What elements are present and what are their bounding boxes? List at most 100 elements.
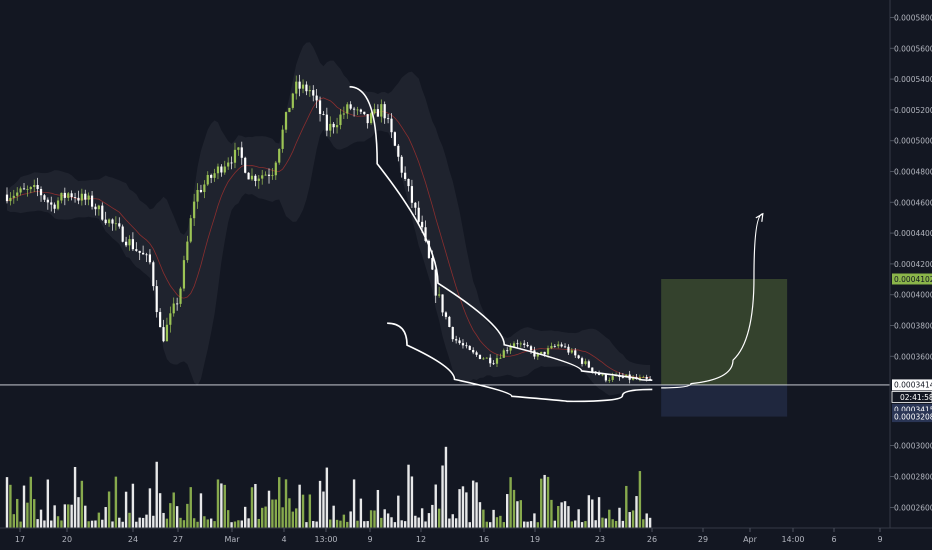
volume-bar	[560, 502, 563, 528]
volume-bar	[523, 521, 526, 528]
candle	[421, 221, 424, 228]
candle	[591, 367, 594, 372]
volume-bar	[33, 499, 36, 528]
candle	[502, 350, 505, 358]
candle	[97, 205, 100, 210]
volume-bar	[492, 509, 495, 528]
candle	[43, 195, 46, 200]
price-axis[interactable]: 0.00058000 0.00056000 0.00054000 0.00052000…	[889, 0, 932, 528]
candle	[400, 156, 403, 173]
volume-bar	[642, 519, 645, 528]
volume-bar	[172, 492, 175, 528]
volume-bar	[192, 518, 196, 528]
candle	[489, 357, 492, 364]
time-axis[interactable]: 17 20 24 27 Mar 4 13:00 9 12 16 19 23 26 29 Apr 14:00 6 9	[0, 527, 932, 544]
candle	[182, 260, 186, 289]
volume-bar	[380, 517, 383, 528]
volume-axis: 0.00030000 0.00028000 0.00026000	[890, 442, 932, 513]
candle	[223, 166, 226, 173]
candle	[352, 108, 356, 110]
volume-bar	[570, 521, 574, 528]
price-tags: 0.00041020 0.00034142 02:41:58 0.0003415…	[891, 273, 932, 423]
volume-bar	[342, 514, 346, 528]
volume-bar	[543, 474, 546, 528]
volume-bar	[628, 512, 631, 528]
volume-bar	[621, 520, 625, 528]
volume-bar	[638, 471, 642, 528]
volume-bar	[84, 505, 87, 528]
volume-bar	[267, 490, 271, 528]
candle	[210, 174, 213, 178]
candle	[220, 166, 223, 173]
candle	[94, 206, 97, 210]
candle	[22, 188, 26, 190]
candle	[318, 100, 322, 114]
price-tick-label: 0.00048000	[894, 168, 932, 177]
candle	[26, 189, 29, 190]
bollinger-band	[7, 42, 651, 396]
candle	[33, 184, 36, 188]
time-tick-label: 12	[416, 535, 426, 544]
volume-bar	[295, 508, 298, 528]
volume-bar	[138, 517, 141, 528]
breakout-arrow	[661, 213, 764, 389]
candle	[485, 357, 488, 359]
time-tick-label: 27	[173, 535, 183, 544]
candle	[529, 346, 533, 351]
volume-bar	[478, 502, 482, 528]
time-tick-label: 9	[877, 535, 882, 544]
countdown-tag	[891, 391, 932, 403]
candle	[356, 109, 359, 111]
volume-bar	[499, 515, 502, 528]
candle	[39, 189, 43, 196]
volume-bar	[114, 476, 118, 528]
candle	[67, 193, 70, 198]
candle	[124, 241, 128, 246]
price-tick-label: 0.00046000	[894, 198, 932, 207]
candle	[216, 166, 220, 174]
volume-bar	[43, 520, 46, 528]
time-tick-label: 14:00	[781, 535, 804, 544]
volume-bar	[373, 510, 376, 528]
candle	[278, 148, 281, 163]
candle	[104, 219, 107, 224]
volume-bar	[471, 480, 475, 528]
candle	[601, 374, 604, 376]
candle	[281, 129, 284, 149]
volume-bar	[271, 499, 274, 528]
volume-bar	[648, 517, 652, 528]
candle	[16, 192, 19, 196]
volume-bar	[12, 514, 16, 528]
candle	[376, 109, 379, 117]
volume-bar	[591, 499, 594, 528]
volume-bar	[250, 487, 254, 528]
plot-area[interactable]	[0, 42, 890, 528]
candle	[349, 104, 352, 109]
volume-bar	[625, 485, 628, 528]
candle	[431, 257, 434, 270]
candle	[492, 363, 495, 365]
volume-bar	[400, 520, 403, 528]
candle	[87, 195, 90, 200]
candle	[373, 109, 376, 114]
candle	[642, 376, 645, 378]
last-price-label: 0.00034142	[894, 381, 932, 390]
candle	[580, 358, 584, 364]
candle	[77, 197, 80, 201]
volume-bar	[278, 477, 281, 528]
volume-bar	[16, 498, 19, 528]
volume-bar	[417, 517, 420, 528]
candle	[621, 377, 624, 378]
zone-bottom-label: 0.00032086	[894, 412, 932, 421]
price-tick-label: 0.00058000	[894, 14, 932, 23]
time-tick-label: 20	[62, 535, 72, 544]
candle	[526, 344, 529, 347]
volume-tick-label: 0.00026000	[894, 504, 932, 513]
candle	[5, 194, 9, 202]
candle	[465, 345, 468, 347]
candle	[495, 358, 499, 364]
volume-bar	[369, 510, 373, 528]
candle	[448, 316, 451, 327]
candle	[114, 223, 117, 225]
